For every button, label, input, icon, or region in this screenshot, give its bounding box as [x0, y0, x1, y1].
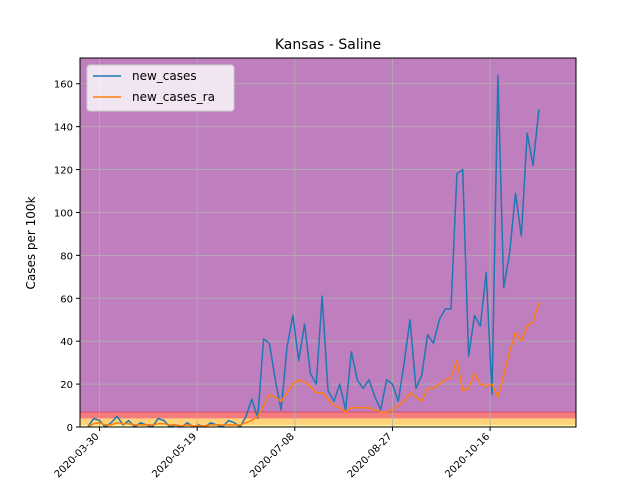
band-2 — [80, 411, 576, 419]
y-tick-label: 0 — [67, 423, 73, 434]
chart-title: Kansas - Saline — [275, 37, 381, 53]
band-0 — [80, 424, 576, 427]
legend-box — [86, 64, 235, 112]
series-line-new-cases-ra — [87, 302, 540, 428]
legend-label-new-cases: new_cases — [132, 69, 197, 83]
legend-label-new-cases-ra: new_cases_ra — [132, 90, 215, 104]
legend: new_cases new_cases_ra — [86, 64, 235, 112]
x-tick-label: 2020-08-27 — [346, 431, 395, 480]
x-axis: 2020-03-30 2020-05-19 2020-07-08 2020-08-27… — [53, 427, 492, 480]
x-tick-label: 2020-03-30 — [53, 431, 102, 480]
x-tick-label: 2020-05-19 — [150, 431, 199, 480]
y-tick-label: 20 — [60, 380, 73, 391]
series-lines — [87, 74, 540, 428]
y-tick-label: 120 — [54, 166, 73, 177]
x-tick-label: 2020-10-16 — [443, 431, 492, 480]
y-tick-label: 100 — [54, 208, 73, 219]
band-1 — [80, 418, 576, 425]
plot-frame — [79, 57, 577, 428]
y-axis-label: Cases per 100k — [24, 196, 38, 289]
y-tick-label: 140 — [54, 123, 73, 134]
y-tick-label: 60 — [60, 294, 73, 305]
x-tick-label: 2020-07-08 — [248, 431, 297, 480]
y-tick-label: 160 — [54, 80, 73, 91]
y-tick-label: 40 — [60, 337, 73, 348]
series-line-new-cases — [87, 74, 540, 428]
background-bands — [80, 58, 576, 427]
y-axis: 0 20 40 60 80 100 120 140 160 — [54, 80, 80, 434]
y-tick-label: 80 — [60, 251, 73, 262]
